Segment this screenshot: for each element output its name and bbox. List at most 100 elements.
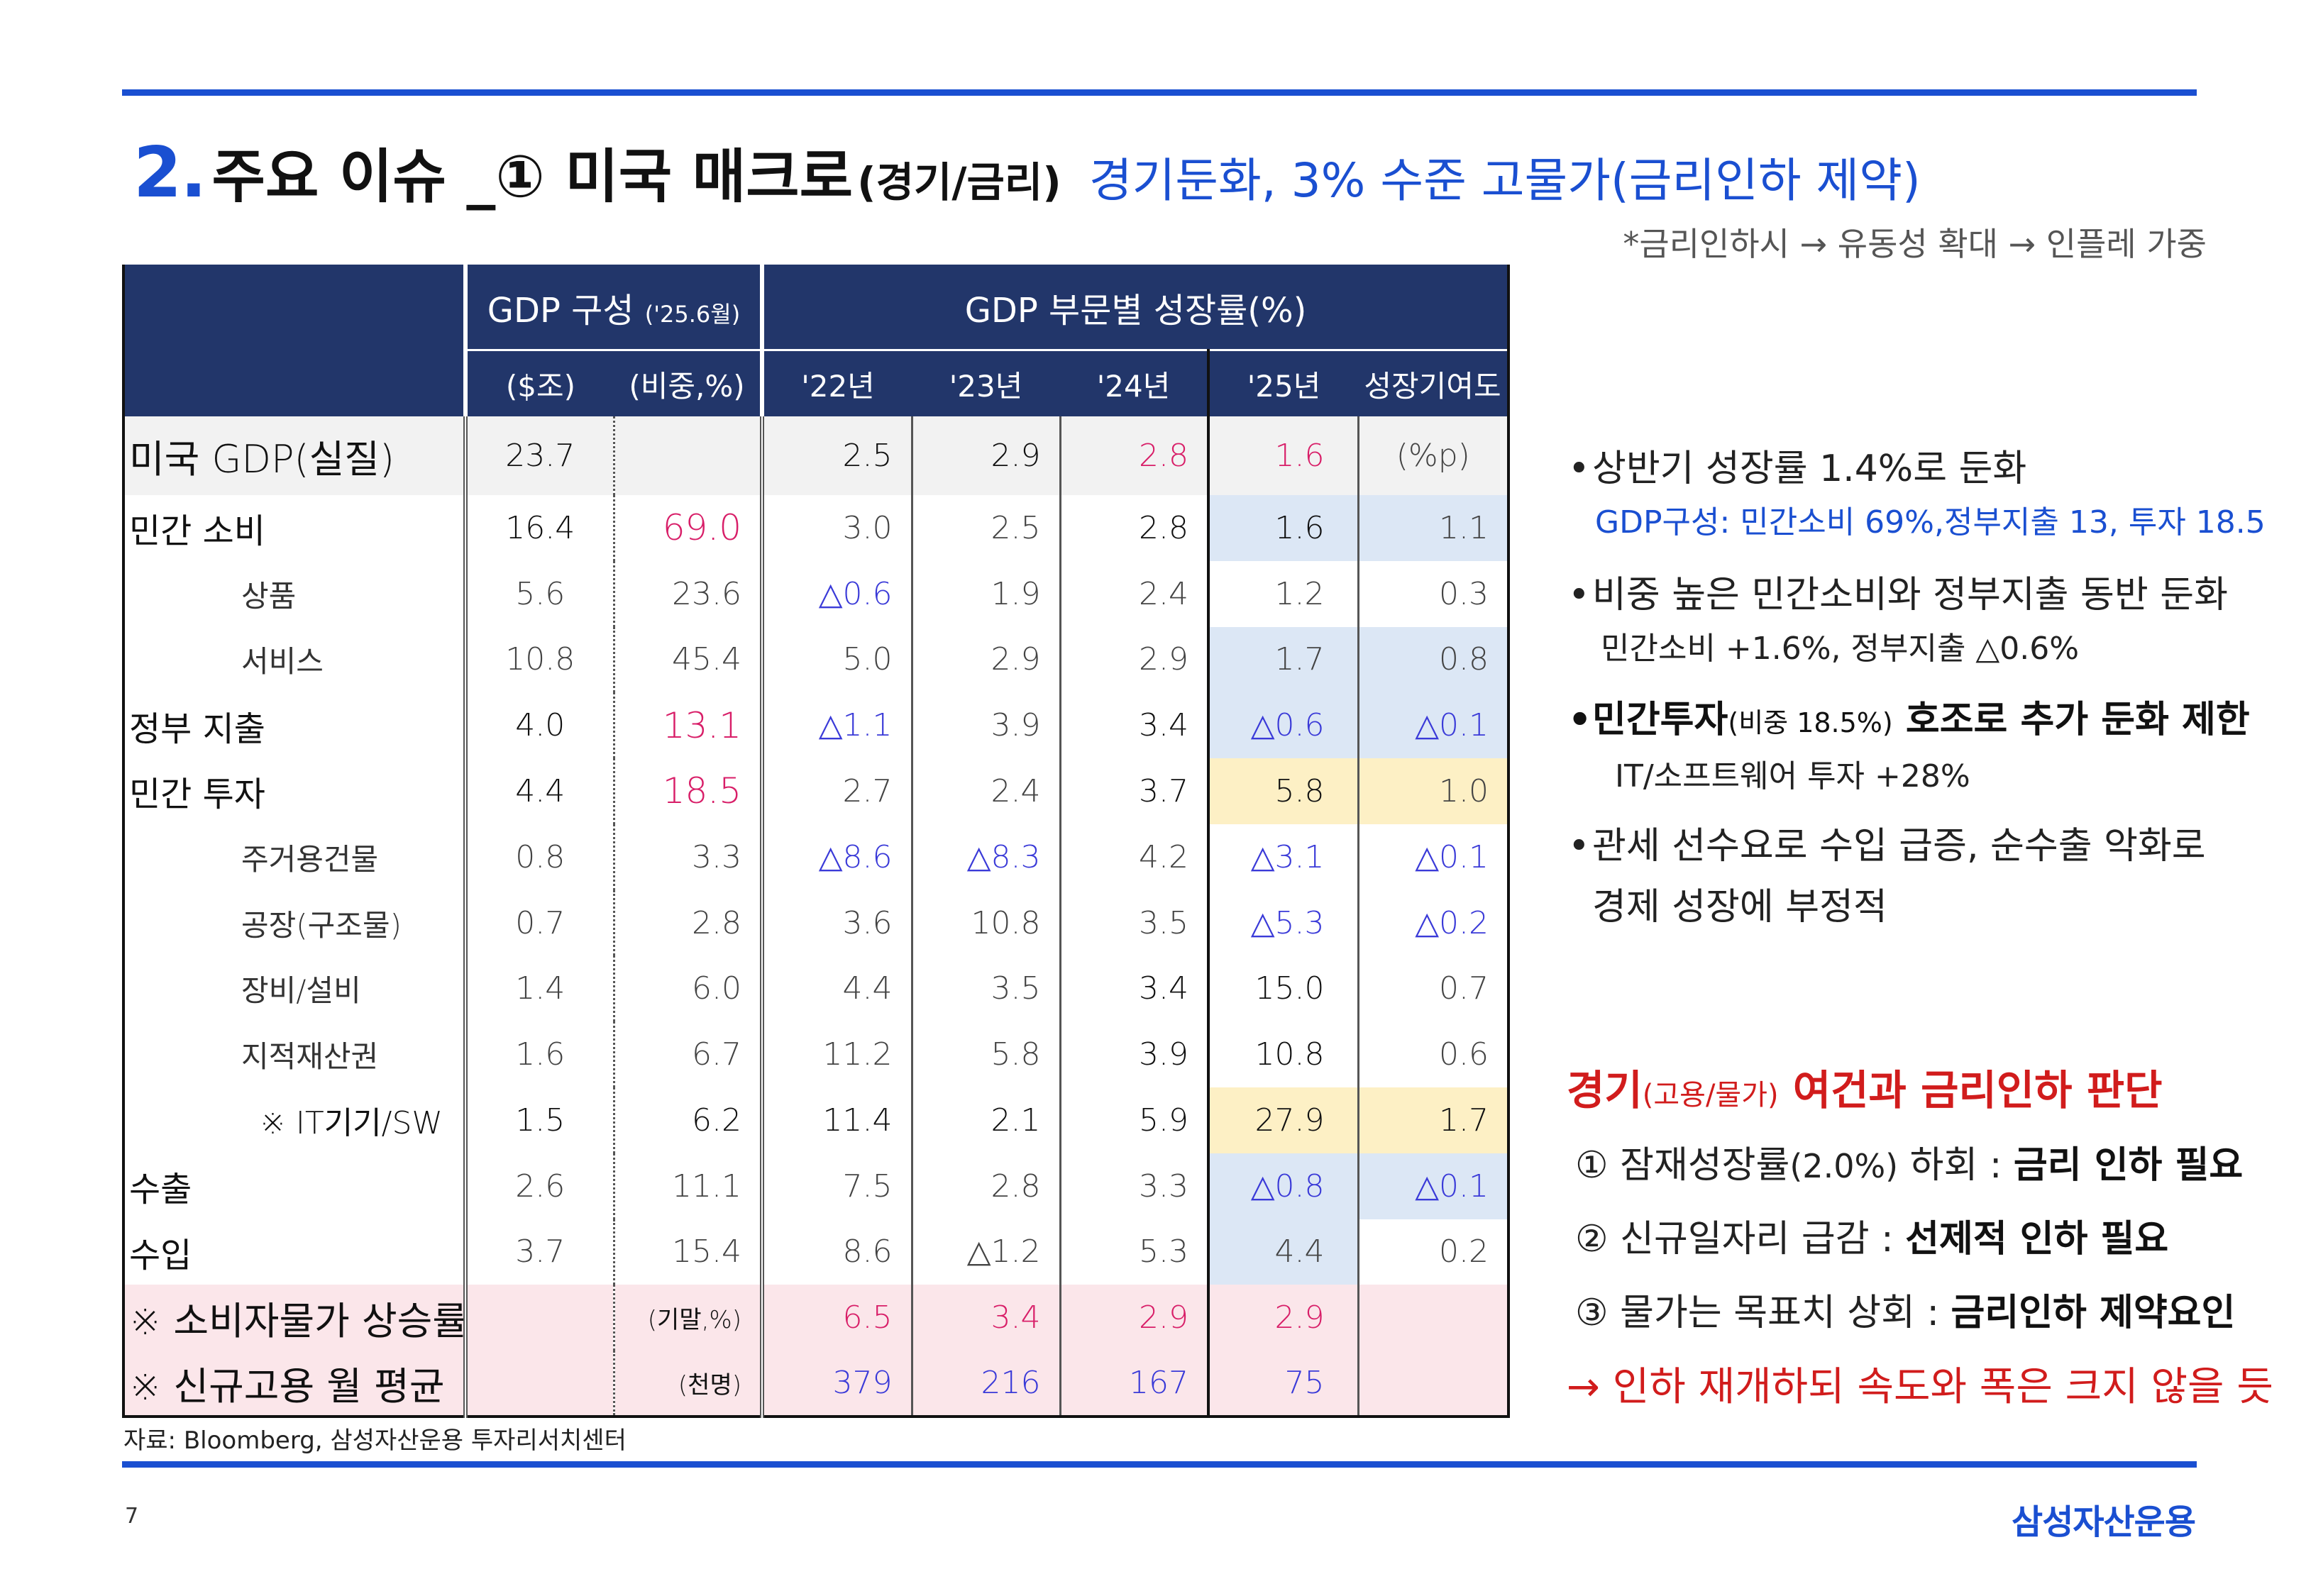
bullet-1: •상반기 성장률 1.4%로 둔화 bbox=[1568, 448, 2027, 490]
header-growth: GDP 부문별 성장률(%) bbox=[760, 265, 1509, 350]
table-cell: (기말,%) bbox=[612, 1285, 763, 1351]
col-header: (비중,%) bbox=[614, 349, 763, 416]
table-cell: 수출 bbox=[129, 1170, 192, 1210]
source-note: 자료: Bloomberg, 삼성자산운용 투자리서치센터 bbox=[123, 1426, 627, 1455]
col-header: '23년 bbox=[912, 349, 1061, 416]
table-cell: 서비스 bbox=[241, 644, 324, 680]
table-cell: 3.3 bbox=[612, 824, 763, 890]
table-cell: (천명) bbox=[612, 1351, 763, 1417]
table-cell: 3.5 bbox=[1059, 890, 1209, 956]
table-cell: 2.9 bbox=[1207, 1285, 1359, 1351]
table-cell: 1.6 bbox=[1207, 416, 1359, 495]
table-cell: △0.1 bbox=[1357, 1153, 1511, 1219]
title-note: *금리인하시 → 유동성 확대 → 인플레 가중 bbox=[1623, 225, 2207, 263]
table-cell: ※ IT기기/SW bbox=[260, 1105, 443, 1142]
table-cell: 1.7 bbox=[1207, 626, 1359, 693]
bullet-4: •관세 선수요로 수입 급증, 순수출 악화로 bbox=[1568, 825, 2206, 868]
table-cell: 1.5 bbox=[463, 1087, 614, 1153]
table-cell: △8.3 bbox=[910, 824, 1061, 890]
table-cell: 0.6 bbox=[1357, 1021, 1511, 1087]
table-cell: 2.8 bbox=[1059, 416, 1209, 495]
table-cell: 23.7 bbox=[463, 416, 614, 495]
table-cell: 4.4 bbox=[463, 758, 614, 824]
table-cell: 1.2 bbox=[1207, 560, 1359, 627]
table-cell: 3.4 bbox=[1059, 692, 1209, 759]
table-cell: 8.6 bbox=[760, 1219, 912, 1285]
table-cell: △5.3 bbox=[1207, 890, 1359, 956]
table-cell: 11.1 bbox=[612, 1153, 763, 1219]
table-cell: 5.8 bbox=[1207, 758, 1359, 824]
page-title: 2. 주요 이슈 _① 미국 매크로 (경기/금리) 경기둔화, 3% 수준 고물… bbox=[133, 129, 1921, 214]
table-cell: 민간 투자 bbox=[129, 775, 265, 815]
table-cell: 2.9 bbox=[1059, 626, 1209, 693]
page-number: 7 bbox=[125, 1504, 139, 1529]
table-cell: 15.0 bbox=[1207, 955, 1359, 1022]
table-cell: △0.6 bbox=[1207, 692, 1359, 759]
table-cell: 3.7 bbox=[1059, 758, 1209, 824]
table-cell: (%p) bbox=[1357, 416, 1511, 495]
table-cell bbox=[1357, 1351, 1511, 1417]
bullet-2: •비중 높은 민간소비와 정부지출 동반 둔화 bbox=[1568, 574, 2228, 616]
table-cell: 11.4 bbox=[760, 1087, 912, 1153]
table-row: 지적재산권 1.6 6.7 11.2 5.8 3.9 10.8 0.6 bbox=[123, 1021, 1511, 1087]
table-cell: △1.1 bbox=[760, 692, 912, 759]
table-cell: 6.0 bbox=[612, 955, 763, 1022]
judgement-item-1: ① 잠재성장률(2.0%) 하회 : 금리 인하 필요 bbox=[1575, 1144, 2244, 1187]
table-cell: 장비/설비 bbox=[241, 973, 361, 1009]
table-cell: 2.4 bbox=[1059, 560, 1209, 627]
table-cell: 3.0 bbox=[760, 494, 912, 561]
table-cell: 2.6 bbox=[463, 1153, 614, 1219]
table-cell: 3.5 bbox=[910, 955, 1061, 1022]
table-cell: 3.3 bbox=[1059, 1153, 1209, 1219]
col-header: '24년 bbox=[1060, 349, 1209, 416]
table-cell: 2.9 bbox=[910, 626, 1061, 693]
table-cell: 45.4 bbox=[612, 626, 763, 693]
table-cell: 수입 bbox=[129, 1235, 192, 1275]
table-cell: 0.7 bbox=[463, 890, 614, 956]
table-row: 미국 GDP(실질) 23.7 2.5 2.9 2.8 1.6 (%p) bbox=[123, 416, 1511, 495]
table-cell: △0.8 bbox=[1207, 1153, 1359, 1219]
table-cell: 27.9 bbox=[1207, 1087, 1359, 1153]
table-cell: 18.5 bbox=[612, 758, 763, 824]
table-cell: 10.8 bbox=[1207, 1021, 1359, 1087]
table-cell: 1.7 bbox=[1357, 1087, 1511, 1153]
table-row: ※ IT기기/SW 1.5 6.2 11.4 2.1 5.9 27.9 1.7 bbox=[123, 1087, 1511, 1153]
table-cell: 3.4 bbox=[1059, 955, 1209, 1022]
judgement-title: 경기(고용/물가) 여건과 금리인하 판단 bbox=[1567, 1066, 2163, 1114]
table-cell: 4.4 bbox=[1207, 1219, 1359, 1285]
table-cell: 4.4 bbox=[760, 955, 912, 1022]
table-cell: 정부 지출 bbox=[129, 709, 265, 749]
table-row: 장비/설비 1.4 6.0 4.4 3.5 3.4 15.0 0.7 bbox=[123, 955, 1511, 1022]
bottom-rule bbox=[122, 1461, 2197, 1468]
table-cell: 3.4 bbox=[910, 1285, 1061, 1351]
table-cell: 0.8 bbox=[1357, 626, 1511, 693]
judgement-conclusion: → 인하 재개하되 속도와 폭은 크지 않을 듯 bbox=[1567, 1364, 2273, 1410]
table-cell: ※ 소비자물가 상승률 bbox=[123, 1285, 465, 1351]
table-cell: △1.2 bbox=[910, 1219, 1061, 1285]
table-cell: 2.4 bbox=[910, 758, 1061, 824]
table-cell: 10.8 bbox=[463, 626, 614, 693]
title-subtitle: 경기둔화, 3% 수준 고물가(금리인하 제약) bbox=[1088, 153, 1921, 208]
table-cell: 3.9 bbox=[910, 692, 1061, 759]
table-cell: 5.9 bbox=[1059, 1087, 1209, 1153]
table-cell: △8.6 bbox=[760, 824, 912, 890]
gdp-table: GDP 구성 ('25.6월) GDP 부문별 성장률(%) ($조) (비중,… bbox=[122, 265, 1511, 1418]
table-cell: 23.6 bbox=[612, 560, 763, 627]
bullet-4-cont: 경제 성장에 부정적 bbox=[1592, 886, 1887, 929]
table-cell: 4.2 bbox=[1059, 824, 1209, 890]
table-cell: 1.1 bbox=[1357, 494, 1511, 561]
col-header: '25년 bbox=[1207, 349, 1359, 416]
table-cell: 5.8 bbox=[910, 1021, 1061, 1087]
table-cell: 0.2 bbox=[1357, 1219, 1511, 1285]
table-cell: 3.7 bbox=[463, 1219, 614, 1285]
header-composition: GDP 구성 ('25.6월) bbox=[463, 265, 763, 350]
table-cell: 6.2 bbox=[612, 1087, 763, 1153]
table-cell: △0.1 bbox=[1357, 692, 1511, 759]
table-cell: 6.5 bbox=[760, 1285, 912, 1351]
table-cell: △0.1 bbox=[1357, 824, 1511, 890]
table-cell: 5.0 bbox=[760, 626, 912, 693]
table-cell bbox=[1357, 1285, 1511, 1351]
table-row: 서비스 10.8 45.4 5.0 2.9 2.9 1.7 0.8 bbox=[123, 626, 1511, 693]
table-cell: 2.9 bbox=[910, 416, 1061, 495]
table-cell: 1.6 bbox=[1207, 494, 1359, 561]
